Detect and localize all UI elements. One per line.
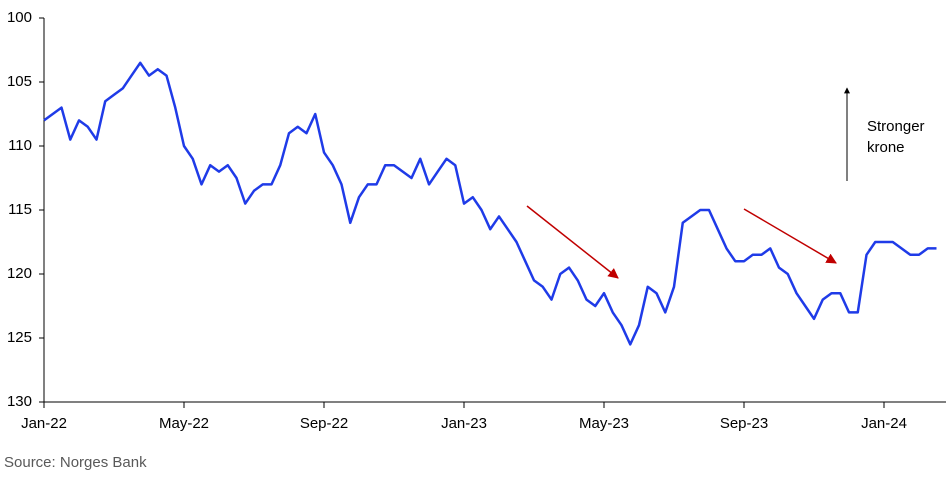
y-tick-label: 110 <box>8 137 32 154</box>
x-tick-label: Sep-23 <box>720 415 768 432</box>
y-tick-label: 100 <box>7 9 32 26</box>
y-tick-label: 130 <box>7 393 32 410</box>
x-tick-label: Jan-23 <box>441 415 487 432</box>
y-tick-label: 125 <box>7 329 32 346</box>
source: Source: Norges Bank <box>4 454 147 471</box>
annotation: Stronger <box>867 118 925 135</box>
trend-arrow <box>526 205 619 279</box>
y-tick-label: 105 <box>7 73 32 90</box>
y-tick-label: 120 <box>7 265 32 282</box>
x-tick-label: Jan-24 <box>861 415 907 432</box>
x-tick-label: May-22 <box>159 415 209 432</box>
x-tick-label: Sep-22 <box>300 415 348 432</box>
y-tick-label: 115 <box>8 201 32 218</box>
line-series <box>43 61 937 346</box>
x-tick-label: May-23 <box>579 415 629 432</box>
x-tick-label: Jan-22 <box>21 415 67 432</box>
annotation: krone <box>867 139 905 156</box>
trend-arrow <box>743 208 837 264</box>
